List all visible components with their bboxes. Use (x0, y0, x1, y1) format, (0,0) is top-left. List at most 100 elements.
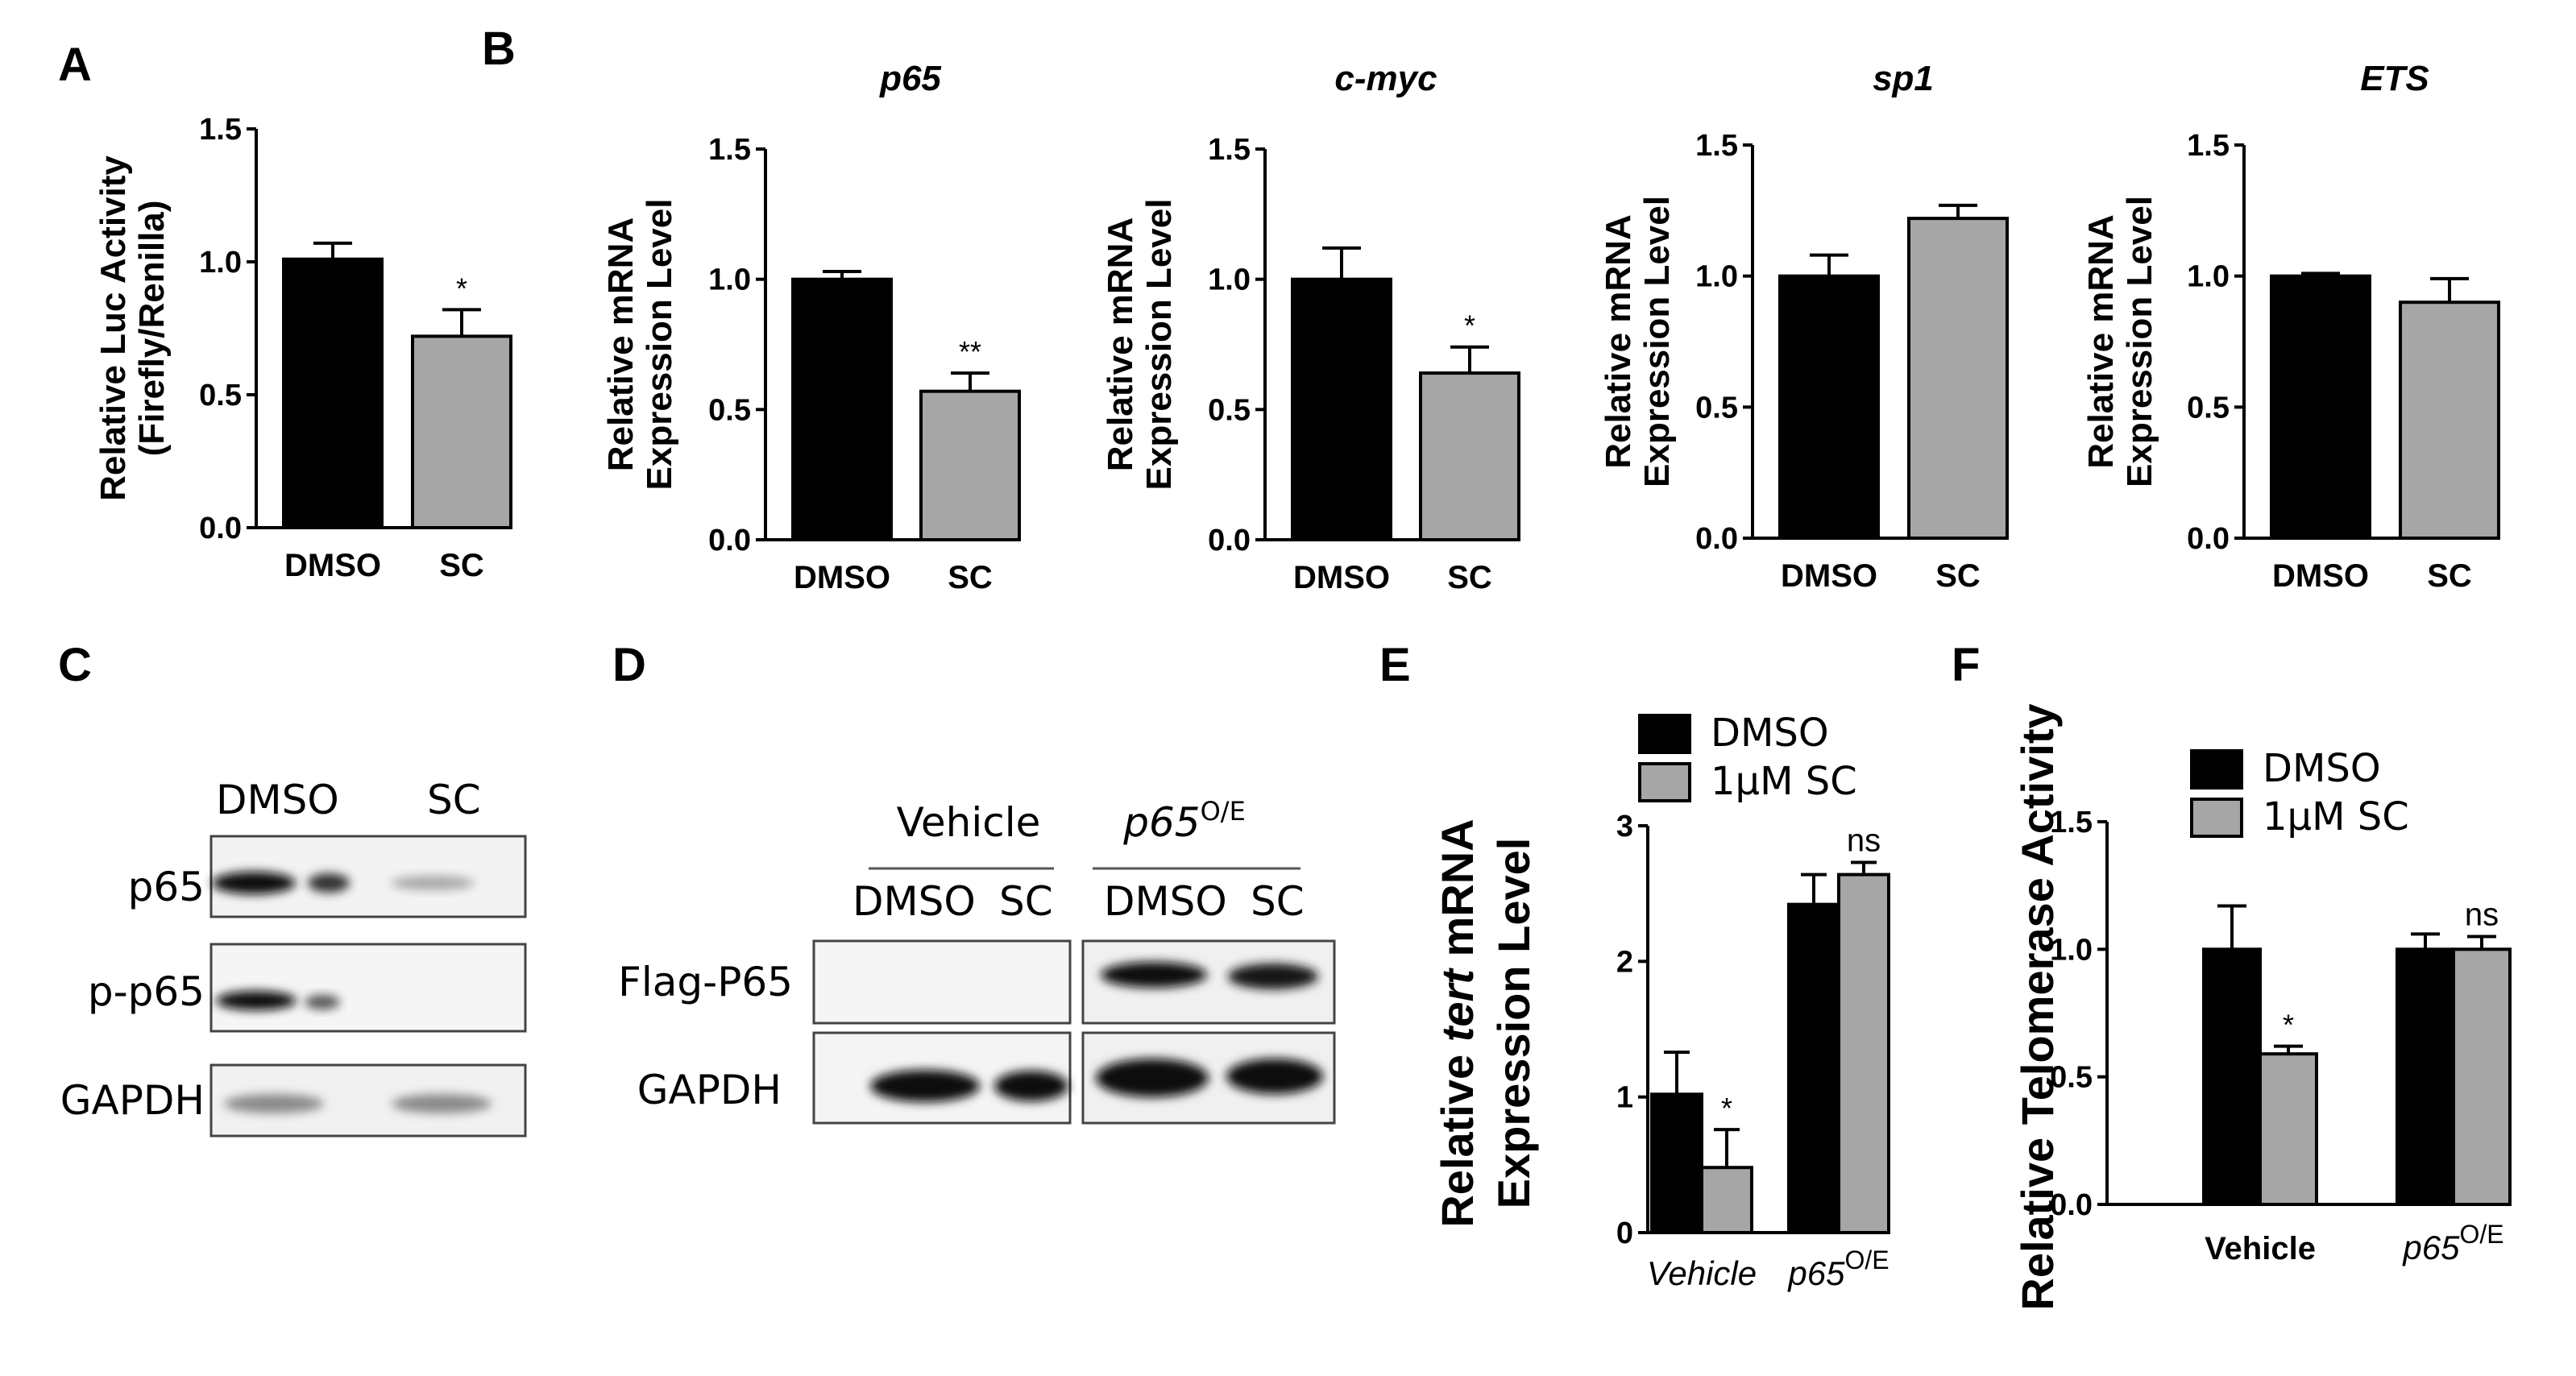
a-y-tick-label: 0.5 (199, 379, 242, 412)
blot-d: Vehicle p65O/E DMSO SC DMSO SC Flag-P65 … (618, 796, 1336, 1125)
blot-c-row-p65: p65 (128, 864, 205, 910)
blot-c: DMSO SC p65 p-p65 GAPDH (60, 777, 527, 1138)
panel-letter-a: A (58, 39, 92, 91)
b4-title: ETS (2360, 59, 2429, 98)
panel-letter-f: F (1952, 639, 1980, 691)
b2-y-tick-label: 1.5 (1208, 133, 1251, 167)
blot-c-band-gapdh-sc (392, 1094, 492, 1113)
e-category-label-0: Vehicle (1647, 1254, 1757, 1292)
f-category-label-1: p65O/E (2401, 1220, 2503, 1266)
e-significance-1: ns (1847, 823, 1881, 858)
f-bar-0-0 (2202, 947, 2262, 1207)
blot-c-col-dmso: DMSO (216, 777, 339, 823)
b1-category-label-0: DMSO (794, 560, 890, 595)
b3-y-axis-label-0: Relative mRNA (1599, 214, 1638, 468)
f-bar-1-1 (2452, 947, 2512, 1207)
e-significance-0: * (1721, 1092, 1732, 1125)
chart-b-sp1: 0.0 0.5 1.0 1.5 DMSO SC sp1 Relative mRNA Expres… (1599, 59, 2009, 594)
b1-significance-1: ** (959, 335, 981, 368)
blot-d-band-gapdh-veh-sc (994, 1071, 1068, 1101)
blot-d-band-gapdh-p65-dmso (1096, 1059, 1209, 1097)
e-y-axis-label-0: Relative tert mRNA (1432, 819, 1483, 1227)
e-y-tick-label: 2 (1616, 945, 1633, 979)
e-legend-label-0: DMSO (1711, 711, 1829, 756)
panel-letter-b: B (482, 23, 516, 75)
b1-y-tick-label: 1.0 (708, 263, 751, 297)
b2-significance-1: * (1464, 309, 1475, 342)
e-legend-swatch-0 (1638, 714, 1691, 754)
b1-category-label-1: SC (948, 560, 993, 595)
blot-d-row-flag: Flag-P65 (618, 959, 793, 1005)
b3-bar-1 (1907, 217, 2009, 540)
blot-d-group-p65-sup: O/E (1201, 796, 1246, 827)
b1-y-tick-label: 0.0 (708, 524, 751, 557)
e-legend-label-1: 1μM SC (1711, 759, 1857, 804)
f-y-axis-label: Relative Telomerase Activity (2012, 703, 2063, 1310)
b2-y-axis-label-1: Expression Level (1139, 199, 1179, 491)
b4-bar-1 (2399, 300, 2500, 540)
blot-d-frame-flag-left (812, 939, 1072, 1025)
e-legend-swatch-1 (1638, 762, 1691, 802)
e-y-axis-label-part-1: tert (1432, 968, 1483, 1042)
b1-y-axis-label-1: Expression Level (640, 199, 679, 491)
e-y-tick-label: 1 (1616, 1081, 1633, 1115)
f-significance-1: ns (2465, 897, 2499, 933)
a-y-tick-label: 1.5 (199, 113, 242, 147)
b3-category-label-0: DMSO (1781, 558, 1877, 594)
b1-bar-1 (919, 389, 1021, 542)
e-bar-1-0 (1787, 902, 1840, 1234)
panel-letter-e: E (1379, 639, 1411, 691)
f-category-label-main-1: p65 (2401, 1229, 2460, 1266)
f-y-tick-label: 1.0 (2050, 933, 2093, 967)
e-y-tick-label: 3 (1616, 810, 1633, 843)
f-legend-swatch-1 (2190, 798, 2243, 838)
f-significance-0: * (2283, 1009, 2294, 1042)
chart-b-p65: 0.0 0.5 1.0 1.5 DMSO SC ** p65 Relative mRNA Expr… (601, 59, 1021, 595)
blot-c-band-gapdh-dmso (224, 1094, 324, 1113)
a-category-label-0: DMSO (284, 548, 381, 583)
e-bar-1-1 (1837, 872, 1890, 1234)
blot-c-frame-p-p65 (209, 943, 527, 1033)
e-y-axis-label-part-2: mRNA (1432, 819, 1483, 969)
chart-a: 0.0 0.5 1.0 1.5 DMSO SC * Relative Luc Activity… (93, 113, 512, 583)
b4-y-tick-label: 1.0 (2187, 260, 2230, 294)
b1-y-tick-label: 1.5 (708, 133, 751, 167)
b2-title: c-myc (1334, 59, 1437, 98)
blot-d-band-gapdh-p65-sc (1226, 1059, 1323, 1094)
panel-letter-d: D (612, 639, 646, 691)
blot-c-row-p-p65: p-p65 (88, 968, 205, 1015)
blot-d-col-sc-1: SC (999, 878, 1053, 925)
b2-y-tick-label: 0.0 (1208, 524, 1251, 557)
b4-y-tick-label: 1.5 (2187, 129, 2230, 163)
b3-y-tick-label: 0.0 (1695, 522, 1738, 556)
b4-y-axis-label-1: Expression Level (2120, 196, 2159, 487)
e-y-axis-label-part-0: Relative (1432, 1042, 1483, 1227)
b4-category-label-1: SC (2427, 558, 2472, 594)
blot-d-group-vehicle: Vehicle (897, 799, 1041, 846)
f-bar-1-0 (2396, 947, 2455, 1207)
blot-c-band-p65-sc (391, 876, 475, 890)
blot-d-col-dmso-2: DMSO (1104, 878, 1227, 925)
b1-bar-0 (791, 277, 893, 541)
chart-b-c-myc: 0.0 0.5 1.0 1.5 DMSO SC * c-myc Relative mRNA Exp… (1101, 59, 1520, 595)
b1-y-axis-label-0: Relative mRNA (601, 218, 641, 471)
b4-y-axis-label-0: Relative mRNA (2081, 214, 2121, 468)
e-category-label-1: p65O/E (1786, 1245, 1889, 1292)
f-category-label-sup-1: O/E (2459, 1220, 2503, 1249)
a-y-axis-label-0: Relative Luc Activity (93, 155, 133, 501)
b3-y-axis-label-1: Expression Level (1637, 196, 1677, 487)
f-category-label-main-0: Vehicle (2205, 1231, 2316, 1266)
b2-category-label-0: DMSO (1293, 560, 1390, 595)
blot-c-col-sc: SC (427, 777, 481, 823)
e-category-label-main-1: p65 (1786, 1254, 1845, 1292)
e-y-axis-label-1: Expression Level (1488, 838, 1539, 1209)
f-y-tick-label: 1.5 (2050, 806, 2093, 839)
b2-y-tick-label: 1.0 (1208, 263, 1251, 297)
f-y-tick-label: 0.5 (2050, 1061, 2093, 1095)
b2-bar-1 (1419, 371, 1520, 542)
blot-c-band-p65-dmso-b (308, 873, 350, 893)
f-bar-0-1 (2259, 1052, 2318, 1206)
